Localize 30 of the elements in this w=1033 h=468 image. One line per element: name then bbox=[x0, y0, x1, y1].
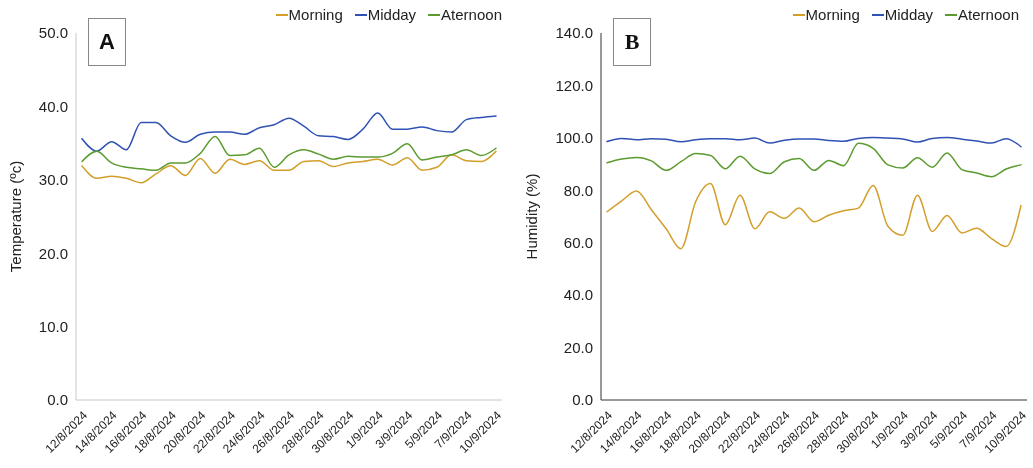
line-series bbox=[606, 182, 1022, 250]
y-tick-label: 40.0 bbox=[563, 286, 593, 304]
y-tick-label: 20.0 bbox=[563, 338, 593, 356]
y-tick-label: 100.0 bbox=[555, 129, 593, 147]
y-tick-label: 60.0 bbox=[563, 234, 593, 252]
y-tick-label: 80.0 bbox=[563, 181, 593, 199]
legend-label: Morning bbox=[804, 6, 860, 23]
y-axis-title: Temperature (ºc) bbox=[7, 160, 25, 273]
y-tick-label: 0.0 bbox=[47, 391, 68, 409]
y-tick-label: 40.0 bbox=[38, 97, 68, 115]
y-tick-label: 140.0 bbox=[555, 24, 593, 42]
line-series bbox=[81, 112, 497, 152]
legend-label: Aternoon bbox=[957, 6, 1019, 23]
annotation: A bbox=[88, 18, 126, 66]
line-series bbox=[81, 150, 497, 184]
y-tick-label: 120.0 bbox=[555, 76, 593, 94]
y-tick-label: 20.0 bbox=[38, 244, 68, 262]
line-series bbox=[606, 142, 1022, 178]
y-tick-label: 0.0 bbox=[572, 391, 593, 409]
y-tick-label: 30.0 bbox=[38, 171, 68, 189]
y-tick-label: 50.0 bbox=[38, 24, 68, 42]
y-tick-label: 10.0 bbox=[38, 317, 68, 335]
y-axis-title: Humidity (%) bbox=[523, 173, 541, 260]
legend-label: Midday bbox=[366, 6, 417, 23]
legend-label: Aternoon bbox=[440, 6, 502, 23]
legend-label: Midday bbox=[883, 6, 934, 23]
line-series bbox=[81, 135, 497, 172]
line-series bbox=[606, 136, 1022, 148]
legend-label: Morning bbox=[287, 6, 343, 23]
annotation: B bbox=[613, 18, 651, 66]
